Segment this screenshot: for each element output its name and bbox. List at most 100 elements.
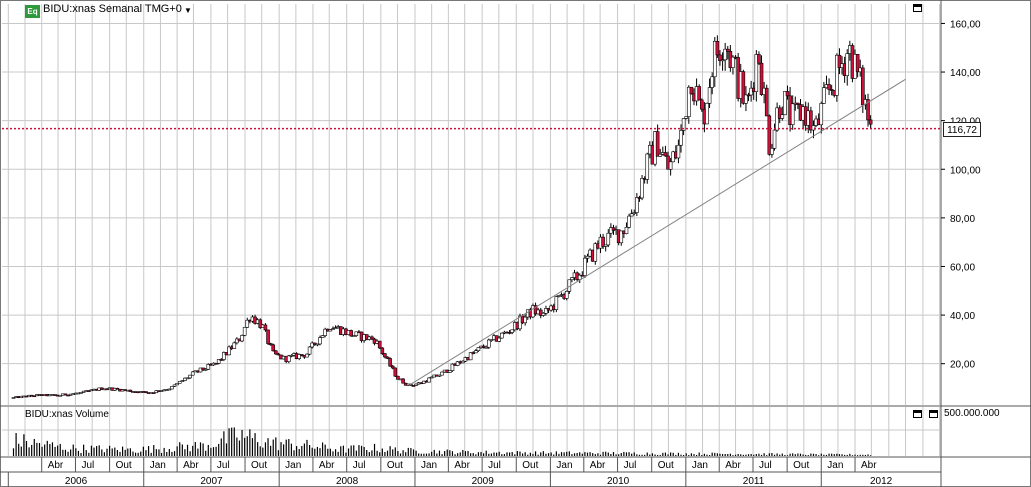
candle-body [203,368,208,371]
candle-body [323,328,327,336]
candle-body [866,99,870,121]
candle-body [746,94,751,97]
candle-body [783,91,787,116]
candle-body [754,54,759,92]
volume-scale-label: 500.000.000 [944,408,1000,419]
candle-body [144,391,148,393]
x-tick-label: Abr [861,460,877,471]
candle-body [380,347,385,354]
candle-body [180,380,185,382]
candle-body [242,326,247,336]
x-tick-label: Jan [827,460,843,471]
candle-body [829,89,834,91]
x-tick-label: Out [116,460,132,471]
candle-body [219,359,224,361]
candle-body [128,389,133,392]
y-tick-label: 60,00 [950,262,975,273]
candle-body [271,344,276,352]
year-label: 2010 [607,476,630,487]
candle-body [333,327,338,329]
candle-body [289,355,294,357]
x-tick-label: Abr [319,460,335,471]
chevron-down-icon[interactable]: ▼ [184,6,192,15]
candle-body [681,118,686,131]
candle-body [349,330,353,337]
chart-title[interactable]: BIDU:xnas Semanal TMG+0 [43,3,182,15]
trend-line[interactable] [408,78,906,386]
candle-body [274,350,278,355]
candle-body [175,382,179,386]
candle-body [570,277,574,281]
candle-body [697,86,701,101]
minimize-volume-panel-button[interactable] [929,410,938,418]
candle-body [32,395,37,398]
candle-body [835,54,839,96]
candle-body [263,324,268,331]
x-tick-label: Jul [81,460,94,471]
candle-body [87,390,91,392]
candle-body [585,255,590,259]
candle-body [499,332,504,339]
x-tick-label: Jan [421,460,437,471]
candle-body [811,125,816,131]
candle-body [554,296,559,310]
candle-body [723,48,727,61]
candle-body [715,40,720,56]
candle-body [448,370,452,373]
candle-body [837,54,842,68]
candle-body [710,76,714,88]
maximize-volume-panel-button[interactable] [913,410,922,418]
candle-body [185,377,190,380]
candle-body [772,129,777,149]
candle-body [507,332,512,334]
candle-body [151,392,156,394]
candle-body [385,356,390,359]
candle-body [305,353,309,358]
candle-body [538,309,543,316]
candle-body [331,328,335,330]
candle-body [11,397,16,399]
year-label: 2009 [472,476,495,487]
candle-body [429,376,434,379]
candle-body [676,144,681,159]
candle-body [679,130,683,146]
year-label: 2006 [65,476,88,487]
candle-body [640,178,644,199]
candle-body [510,329,514,333]
x-tick-label: Jul [217,460,230,471]
candle-body [827,84,831,90]
candle-body [474,350,478,354]
candle-body [557,295,561,297]
candle-body [699,99,704,110]
candle-body [222,352,226,360]
candle-body [206,364,211,370]
candle-body [845,53,850,76]
x-tick-label: Jan [692,460,708,471]
x-tick-label: Out [793,460,809,471]
candle-body [216,359,221,364]
candle-body [351,335,356,337]
x-tick-label: Abr [725,460,741,471]
candle-body [624,226,629,234]
candle-body [401,378,405,384]
candle-body [707,87,712,104]
candle-body [744,94,748,104]
candle-body [266,329,270,344]
candle-body [476,347,481,351]
y-tick-label: 80,00 [950,214,975,225]
x-tick-label: Abr [454,460,470,471]
candle-body [819,103,824,126]
candle-body [497,337,501,342]
candle-body [170,386,174,390]
candle-body [167,388,172,391]
candle-body [354,331,359,336]
candle-body [58,394,63,397]
candle-body [315,343,320,346]
candle-body [427,377,431,383]
candle-body [790,103,795,125]
candle-body [780,114,785,119]
volume-panel-title: BIDU:xnas Volume [25,409,109,420]
candle-body [809,110,813,131]
candle-body [611,227,616,231]
maximize-price-panel-button[interactable] [913,4,922,12]
